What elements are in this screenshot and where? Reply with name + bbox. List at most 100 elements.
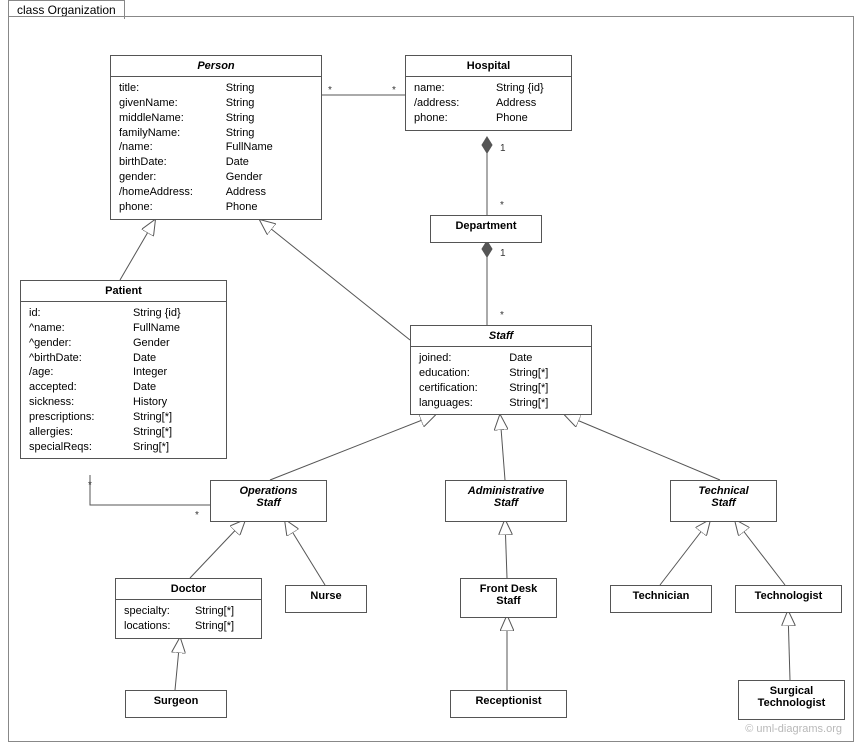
attr-name: ^name: [29, 321, 133, 336]
watermark: © uml-diagrams.org [745, 723, 842, 735]
attr-type: Gender [133, 336, 170, 351]
attr-name: specialty: [124, 604, 195, 619]
attr-type: Address [226, 185, 266, 200]
attr-type: String {id} [496, 81, 544, 96]
attr-name: joined: [419, 351, 509, 366]
attr-name: specialReqs: [29, 440, 133, 455]
class-FrontDeskStaff: Front DeskStaff [460, 578, 557, 618]
attr-type: Phone [226, 200, 258, 215]
attr-name: middleName: [119, 111, 226, 126]
attr-name: ^birthDate: [29, 351, 133, 366]
class-Surgeon: Surgeon [125, 690, 227, 718]
attr-type: FullName [133, 321, 180, 336]
attr-name: allergies: [29, 425, 133, 440]
attr-type: String[*] [509, 381, 548, 396]
attr-name: sickness: [29, 395, 133, 410]
attr-name: accepted: [29, 380, 133, 395]
multiplicity-label: 1 [500, 143, 506, 154]
class-Technologist: Technologist [735, 585, 842, 613]
class-body: title:StringgivenName:StringmiddleName:S… [111, 77, 321, 219]
class-title: SurgicalTechnologist [739, 681, 844, 713]
attribute-row: locations:String[*] [124, 619, 253, 634]
attribute-row: givenName:String [119, 96, 313, 111]
attr-type: FullName [226, 140, 273, 155]
attribute-row: phone:Phone [414, 111, 563, 126]
class-body: id:String {id}^name:FullName^gender:Gend… [21, 302, 226, 458]
attr-type: String[*] [133, 425, 172, 440]
attribute-row: accepted:Date [29, 380, 218, 395]
attribute-row: specialty:String[*] [124, 604, 253, 619]
attribute-row: ^gender:Gender [29, 336, 218, 351]
attribute-row: familyName:String [119, 126, 313, 141]
attr-name: locations: [124, 619, 195, 634]
class-TechnicalStaff: TechnicalStaff [670, 480, 777, 522]
class-body: specialty:String[*]locations:String[*] [116, 600, 261, 638]
attr-type: Date [133, 351, 156, 366]
attribute-row: birthDate:Date [119, 155, 313, 170]
attribute-row: specialReqs:Sring[*] [29, 440, 218, 455]
attr-name: /name: [119, 140, 226, 155]
class-title: Doctor [116, 579, 261, 600]
class-title: Person [111, 56, 321, 77]
class-title: Hospital [406, 56, 571, 77]
attr-name: givenName: [119, 96, 226, 111]
class-Staff: Staff joined:Dateeducation:String[*]certi… [410, 325, 592, 415]
attr-name: /age: [29, 365, 133, 380]
class-title: Staff [411, 326, 591, 347]
attr-name: /homeAddress: [119, 185, 226, 200]
multiplicity-label: * [195, 510, 199, 521]
class-Department: Department [430, 215, 542, 243]
class-AdministrativeStaff: AdministrativeStaff [445, 480, 567, 522]
attribute-row: /name:FullName [119, 140, 313, 155]
attribute-row: prescriptions:String[*] [29, 410, 218, 425]
attr-type: History [133, 395, 167, 410]
attribute-row: id:String {id} [29, 306, 218, 321]
attr-type: Date [509, 351, 532, 366]
attribute-row: ^birthDate:Date [29, 351, 218, 366]
attribute-row: middleName:String [119, 111, 313, 126]
multiplicity-label: 1 [500, 248, 506, 259]
multiplicity-label: * [88, 480, 92, 491]
attr-name: gender: [119, 170, 226, 185]
class-Hospital: Hospitalname:String {id}/address:Address… [405, 55, 572, 131]
attr-type: String {id} [133, 306, 181, 321]
attr-name: certification: [419, 381, 509, 396]
class-title: Front DeskStaff [461, 579, 556, 611]
class-body: name:String {id}/address:Addressphone:Ph… [406, 77, 571, 130]
attribute-row: /age:Integer [29, 365, 218, 380]
attribute-row: education:String[*] [419, 366, 583, 381]
attribute-row: allergies:String[*] [29, 425, 218, 440]
diagram-canvas: class Organization Persontitle:Stringgiv… [0, 0, 860, 747]
class-title: Nurse [286, 586, 366, 606]
attribute-row: joined:Date [419, 351, 583, 366]
attribute-row: languages:String[*] [419, 396, 583, 411]
attr-type: Gender [226, 170, 263, 185]
attr-type: String [226, 111, 255, 126]
attr-name: education: [419, 366, 509, 381]
attr-name: id: [29, 306, 133, 321]
class-title: TechnicalStaff [671, 481, 776, 513]
attr-type: String [226, 81, 255, 96]
attribute-row: sickness:History [29, 395, 218, 410]
class-SurgicalTechnologist: SurgicalTechnologist [738, 680, 845, 720]
attribute-row: ^name:FullName [29, 321, 218, 336]
attr-type: String[*] [195, 619, 234, 634]
attr-type: String[*] [509, 396, 548, 411]
attr-type: String [226, 126, 255, 141]
attr-type: Date [133, 380, 156, 395]
class-OperationsStaff: OperationsStaff [210, 480, 327, 522]
attr-name: phone: [414, 111, 496, 126]
attr-type: Date [226, 155, 249, 170]
multiplicity-label: * [392, 85, 396, 96]
attribute-row: /homeAddress:Address [119, 185, 313, 200]
class-Patient: Patientid:String {id}^name:FullName^gend… [20, 280, 227, 459]
attr-name: languages: [419, 396, 509, 411]
attribute-row: phone:Phone [119, 200, 313, 215]
attr-type: String[*] [133, 410, 172, 425]
attribute-row: title:String [119, 81, 313, 96]
attr-name: prescriptions: [29, 410, 133, 425]
attr-name: familyName: [119, 126, 226, 141]
multiplicity-label: * [500, 200, 504, 211]
attr-type: Address [496, 96, 536, 111]
class-Doctor: Doctorspecialty:String[*]locations:Strin… [115, 578, 262, 639]
